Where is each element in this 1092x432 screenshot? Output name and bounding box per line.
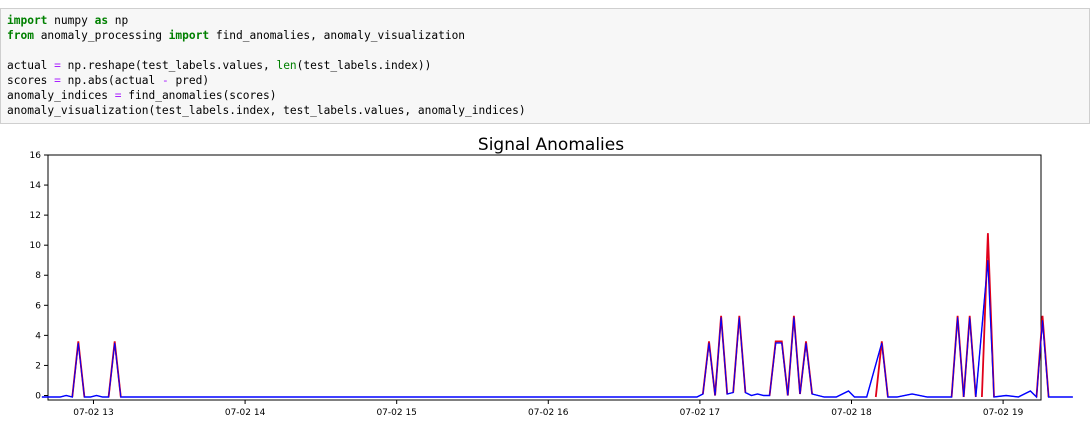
x-tick-label: 07-02 15: [376, 408, 416, 418]
code-token: actual: [7, 59, 55, 72]
x-tick-label: 07-02 13: [73, 408, 113, 418]
code-line: actual = np.reshape(test_labels.values, …: [7, 58, 526, 73]
code-line: [7, 43, 526, 58]
code-cell-input[interactable]: import numpy as np from anomaly_processin…: [0, 8, 1090, 124]
anomaly-segment: [1035, 315, 1050, 398]
code-token: import: [7, 14, 48, 27]
code-token: pred): [168, 74, 210, 87]
code-token: scores: [7, 74, 55, 87]
y-tick-label: 4: [35, 331, 41, 341]
code-token: np.reshape(test_labels.values,: [60, 59, 277, 72]
code-token: find_anomalies(scores): [121, 89, 277, 102]
plot-area-frame: [47, 154, 1042, 401]
code-token: len: [276, 59, 297, 72]
y-tick-label: 16: [30, 151, 42, 161]
code-token: find_anomalies, anomaly_visualization: [209, 29, 466, 42]
y-tick-label: 10: [30, 241, 42, 251]
code-token: =: [54, 74, 61, 87]
code-line: anomaly_visualization(test_labels.index,…: [7, 103, 526, 118]
plot-lines: [41, 233, 1073, 399]
code-token: -: [161, 74, 169, 87]
x-tick-label: 07-02 16: [528, 408, 569, 418]
anomaly-segment: [950, 315, 965, 398]
code-token: (test_labels.index)): [296, 59, 432, 72]
x-tick-label: 07-02 14: [225, 408, 266, 418]
anomaly-segment: [714, 315, 729, 396]
code-line: import numpy as np: [7, 13, 526, 28]
code-line: anomaly_indices = find_anomalies(scores): [7, 88, 526, 103]
code-token: import: [168, 29, 210, 42]
code-token: from: [7, 29, 34, 42]
anomaly-segment: [71, 341, 86, 398]
code-editor[interactable]: import numpy as np from anomaly_processin…: [7, 13, 526, 118]
code-token: as: [94, 14, 109, 27]
y-tick-label: 2: [35, 361, 41, 371]
code-line: scores = np.abs(actual - pred): [7, 73, 526, 88]
y-tick-label: 0: [35, 391, 41, 401]
y-tick-label: 8: [35, 271, 41, 281]
anomaly-segment: [962, 315, 977, 398]
x-tick-label: 07-02 18: [831, 408, 872, 418]
anomaly-segment: [874, 341, 889, 398]
anomaly-segment: [732, 315, 747, 393]
code-token: np.abs(actual: [60, 74, 162, 87]
code-token: =: [54, 59, 61, 72]
anomaly-segment: [786, 315, 801, 396]
x-tick-label: 07-02 19: [983, 408, 1024, 418]
code-token: np: [108, 14, 129, 27]
x-tick-label: 07-02 17: [680, 408, 720, 418]
code-line: from anomaly_processing import find_anom…: [7, 28, 526, 43]
y-tick-label: 6: [35, 301, 41, 311]
y-tick-label: 12: [30, 211, 41, 221]
code-token: anomaly_visualization(test_labels.index,…: [7, 104, 526, 117]
signal-line: [41, 260, 1073, 399]
code-token: anomaly_processing: [33, 29, 169, 42]
code-token: anomaly_indices: [7, 89, 115, 102]
cell-output: Signal Anomalies 0 2 4 6 8 10 12 14 16 07-02 13 0…: [0, 128, 1092, 428]
code-token: =: [114, 89, 122, 102]
anomaly-segment: [799, 341, 813, 395]
signal-line-overlay: [41, 260, 1073, 399]
y-tick-label: 14: [30, 181, 42, 191]
anomaly-segment: [702, 341, 716, 396]
x-axis: 07-02 13 07-02 14 07-02 15 07-02 16 07-02 17…: [73, 400, 1024, 418]
code-token: numpy: [47, 14, 95, 27]
chart-title: Signal Anomalies: [478, 135, 624, 155]
y-axis: 0 2 4 6 8 10 12 14 16: [30, 151, 48, 401]
anomaly-segment: [107, 341, 122, 398]
